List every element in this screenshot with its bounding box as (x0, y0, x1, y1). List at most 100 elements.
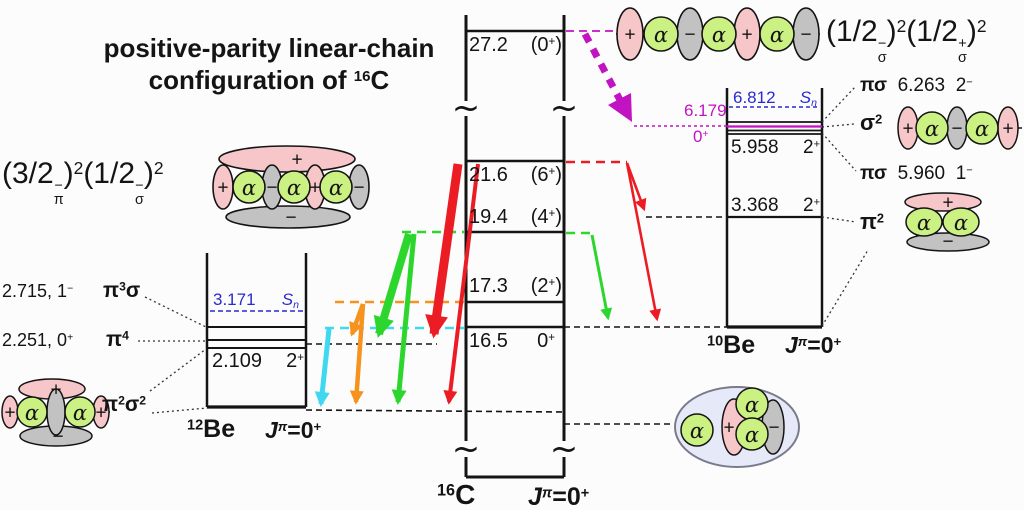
plus-sign: + (1002, 119, 1013, 140)
plus-sign: + (942, 193, 953, 214)
axis-break-icon: ~ (452, 88, 481, 128)
plus-sign: + (291, 150, 302, 171)
alpha-symbol: α (690, 419, 704, 443)
minus-sign: − (353, 178, 364, 199)
cluster-c16-pi-chain: α α α + − + − + − (212, 145, 370, 229)
threshold-dashes (305, 216, 727, 425)
be10-cfg-sigma2: σ2 (860, 110, 883, 135)
alpha-cluster (915, 111, 949, 145)
figure-title-line1: positive-parity linear-chain (103, 33, 435, 63)
be10-ann-6.263: πσ 6.263 2− (860, 75, 973, 96)
minus-sign: − (684, 25, 695, 46)
decay-arrow-red-21.6-to-be10-3.368 (625, 162, 647, 212)
alpha-symbol: α (242, 176, 256, 200)
magenta-arrow-head (608, 93, 632, 122)
alpha-cluster (277, 170, 311, 204)
plus-sign: + (217, 178, 228, 199)
alpha-symbol: α (770, 23, 784, 47)
alpha-cluster (965, 111, 999, 145)
be12-cfg-pi3sigma: π3σ (103, 279, 141, 302)
plus-sign: + (4, 403, 15, 424)
be10-level-box (725, 88, 824, 329)
alpha-cluster (942, 207, 980, 237)
be12-nuclide-label: 12Be (187, 415, 236, 443)
be12-gs-extension (305, 409, 565, 413)
be12-ann-2.715: 2.715, 1− (2, 281, 74, 301)
cluster-be10-sigma2: α α + − + (897, 106, 1022, 150)
c16-level-box (464, 15, 566, 479)
alpha-symbol: α (73, 401, 87, 425)
alpha-cluster (16, 396, 48, 428)
be10-label-5.958: 5.958 2+ (731, 137, 820, 158)
plus-sign: + (902, 119, 913, 140)
pi-lobe-plus (904, 192, 982, 212)
pi-lobe-minus (225, 205, 351, 229)
alpha-cluster (64, 396, 96, 428)
alpha-cluster (701, 16, 737, 52)
c16-label-16.5: 16.5 0+ (469, 330, 555, 352)
alpha-cluster (319, 170, 353, 204)
axis-break-icon: ~ (452, 429, 481, 469)
sigma-lobe-plus (616, 7, 644, 61)
plus-sign: + (723, 418, 734, 439)
be12-level-box (205, 253, 308, 409)
pi2sigma2-connector (149, 348, 207, 392)
minus-sign: − (800, 25, 811, 46)
plus-sign: + (50, 380, 61, 401)
alpha-cluster (735, 417, 769, 451)
minus-sign: − (951, 119, 962, 140)
cluster-c16-sigma-chain: α α α + − + − (616, 7, 820, 61)
decay-arrow-green-19.4-to-be10gs (590, 234, 613, 321)
be12-cfg-pi2sigma2: π2σ2 (102, 393, 147, 416)
axis-break-icon: ~ (550, 429, 579, 469)
be12-jpi-label: Jπ=0+ (265, 417, 322, 443)
magenta-arrow-shaft (581, 32, 624, 102)
c16-jpi-label: Jπ=0+ (528, 483, 590, 510)
alpha-symbol: α (745, 423, 759, 447)
be10-jpi-label: Jπ=0+ (785, 332, 842, 358)
alpha-cluster (680, 413, 714, 447)
alpha-cluster (759, 16, 795, 52)
alpha-symbol: α (745, 393, 759, 417)
minus-sign: − (285, 208, 296, 229)
c16-nuclide-label: 16C (437, 479, 476, 510)
be10-ann-5.960: πσ 5.960 1− (860, 163, 973, 184)
sigma2-connector (821, 123, 855, 128)
c16-label-19.4: 19.4 (4+) (469, 206, 562, 228)
decay-arrow-green-19.4-to-pi4 (373, 232, 413, 339)
plus-sign: + (95, 403, 106, 424)
plus-sign: + (309, 178, 320, 199)
pisigma-5960-connector (821, 132, 857, 172)
label-connectors (138, 85, 869, 414)
cluster-be10-pi2: α α + − (904, 192, 990, 253)
decay-arrow-green-19.4-to-be12gs (391, 233, 417, 405)
minus-sign: − (942, 232, 953, 253)
pisigma-6263-connector (821, 85, 857, 123)
minus-sign: − (266, 178, 277, 199)
alpha-symbol: α (329, 176, 343, 200)
pi2sigma2-gs-connector (151, 407, 208, 414)
alpha-symbol: α (954, 211, 968, 235)
alpha-cluster (905, 207, 943, 237)
be10-sn-label: 6.812 Sn (733, 88, 817, 109)
be12-label-2.109: 2.109 2+ (212, 350, 304, 372)
be10-spin-6.179: 0+ (693, 127, 709, 146)
minus-sign: − (52, 427, 63, 448)
be12-cfg-pi4: π4 (106, 328, 129, 351)
be10-label-3.368: 3.368 2+ (731, 195, 820, 216)
pi3sigma-connector (144, 296, 207, 328)
decay-arrow-magenta-27.2-to-be10-6.179 (581, 32, 632, 122)
be10-cfg-pi2: π2 (860, 209, 884, 234)
decay-arrow-red-21.6-to-pi4 (425, 163, 463, 339)
decay-arrow-red-21.6-to-be12gs (443, 163, 480, 405)
pi2-connector (821, 216, 857, 223)
be10-label-6.179: 6.179 (684, 101, 727, 120)
axis-break-icon: ~ (550, 88, 579, 128)
alpha-cluster (232, 170, 266, 204)
alpha-symbol: α (25, 401, 39, 425)
c16-label-27.2: 27.2 (0+) (469, 34, 562, 56)
figure-title-line2: configuration of 16C (148, 65, 390, 95)
pi-lobe-plus (218, 145, 356, 173)
